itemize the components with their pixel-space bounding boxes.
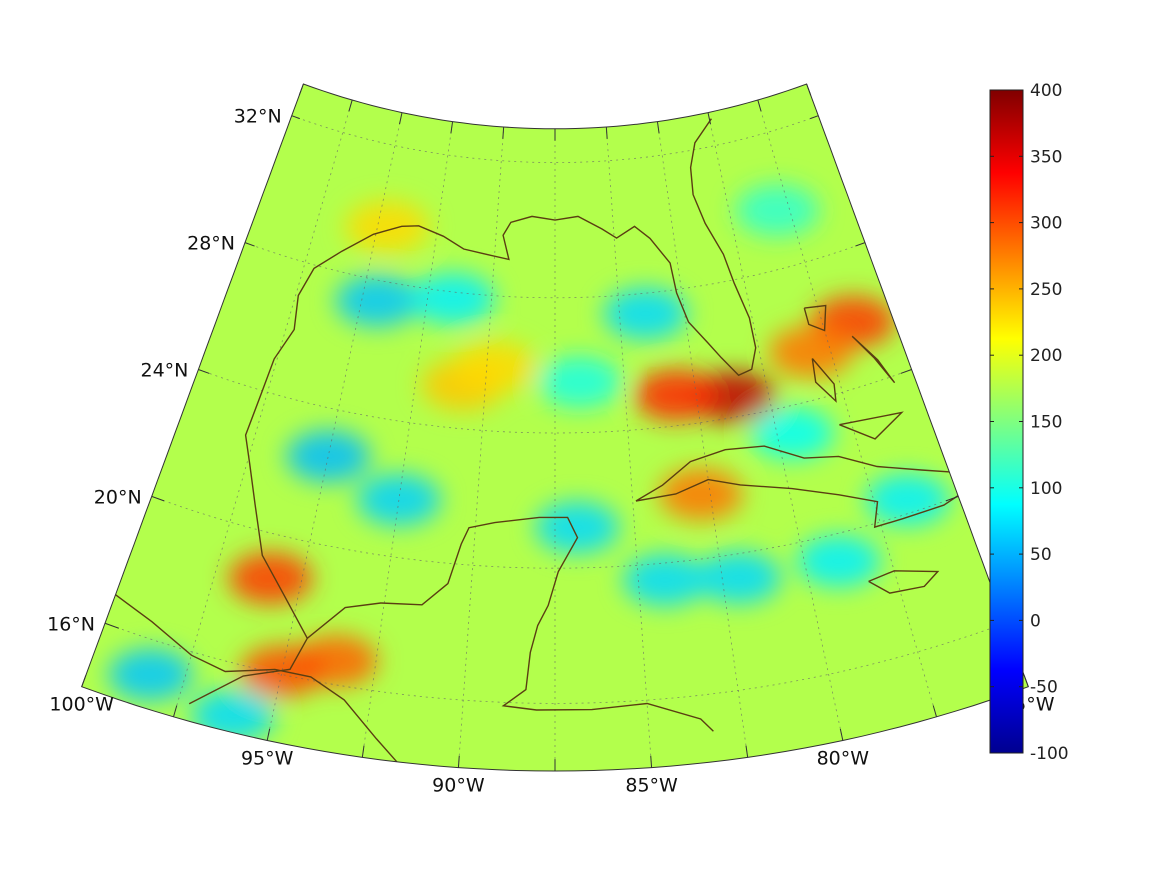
colorbar: 400 350 300 250 200 150 100 50 0 -50 -100 [989,81,1069,764]
colorbar-tick-label: 250 [1030,280,1062,300]
field-feature-18 [796,535,881,588]
field-feature-22 [865,473,950,526]
frame-tick [348,99,353,112]
coastline-segment [803,304,827,332]
latitude-label: 32°N [234,106,282,128]
field-feature-17 [623,554,708,606]
frame-tick [104,622,120,629]
map-panel: 100°W95°W90°W 85°W80°W75°W 32°N28°N24°N20… [47,83,1055,797]
field-feature-4 [768,326,853,378]
latitude-label: 16°N [47,613,95,635]
field-feature-11 [335,274,420,327]
field-feature-0 [228,552,313,605]
parallel-line [198,369,912,434]
field-feature-20 [603,287,688,340]
coastline-segment [811,358,837,403]
frame-tick [81,675,87,687]
colorbar-tick-labels: 400 350 300 250 200 150 100 50 0 -50 -100 [990,81,1069,764]
coastline-segment [188,118,757,705]
frame-tick [173,705,178,717]
frame-tick [806,83,812,96]
frame-tick [502,126,505,139]
frame-tick [450,121,454,134]
field-feature-21 [735,184,820,237]
frame-tick [266,728,271,741]
longitude-label: 90°W [432,775,485,797]
longitude-label: 85°W [625,775,678,797]
meridian-line [361,121,453,758]
longitude-label: 100°W [49,694,114,716]
field-feature-24 [191,689,276,742]
frame-tick [151,495,165,502]
meridian-line [707,112,844,741]
field-feature-12 [411,272,496,325]
colorbar-tick-label: 0 [1030,611,1041,631]
frame-tick [656,121,660,134]
coastline-segment [115,594,398,763]
latitude-label: 28°N [187,233,235,255]
frame-tick [900,369,912,374]
meridian-line [605,126,652,768]
frame-tick [298,83,304,96]
colorbar-tick-label: 150 [1030,413,1062,433]
meridian-line [757,99,937,717]
coastline [115,118,1029,763]
colorbar-tick-label: 400 [1030,81,1062,101]
field-feature-16 [697,551,782,604]
frame-tick [757,99,762,112]
field-feature-2 [634,369,719,422]
colorbar-tick-label: 350 [1030,147,1062,167]
latitude-labels: 32°N 28°N 24°N 20°N 16°N [47,106,282,636]
colorbar-tick-label: 100 [1030,479,1062,499]
coastline-segment [306,516,714,732]
latitude-label: 20°N [94,486,142,508]
frame-tick [244,242,255,247]
colorbar-tick-label: -50 [1030,678,1058,698]
frame-tick [945,495,959,502]
field-feature-13 [286,430,371,483]
longitude-label: 80°W [817,748,870,770]
frame-tick [810,115,819,120]
field-feature-23 [108,648,193,701]
frame-tick [198,369,210,374]
colorbar-tick-label: 200 [1030,346,1062,366]
field-feature-8 [345,200,430,253]
field-feature-25 [750,407,835,460]
frame-tick [855,242,866,247]
frame-tick [745,745,749,758]
frame-tick [399,112,403,125]
meridian-line [173,99,353,717]
frame-tick [605,126,608,139]
longitude-label: 95°W [241,748,294,770]
longitude-labels: 100°W95°W90°W 85°W80°W75°W [49,694,1054,797]
field-feature-10 [452,340,537,393]
meridian-line [458,126,505,768]
coastline-segment [868,570,940,594]
latitude-label: 24°N [141,360,189,382]
frame-tick [291,115,300,120]
colorbar-tick-label: 50 [1030,545,1052,565]
coastline-segment [851,335,896,384]
frame-tick [839,728,844,741]
frame-tick [361,745,365,758]
field-feature-14 [356,473,441,526]
colorbar-tick-label: 300 [1030,214,1062,234]
coastline-segment [839,411,904,440]
frame-tick [1023,675,1029,687]
meridian-line [266,112,403,741]
frame-tick [707,112,711,125]
meridian-line [657,121,749,758]
field-feature-19 [537,356,622,408]
frame-tick [650,755,653,768]
colorbar-bar [989,89,1024,754]
colorbar-tick-label: -100 [1030,744,1069,764]
field-feature-15 [535,501,620,554]
frame-tick [457,755,460,768]
frame-tick [932,705,937,717]
